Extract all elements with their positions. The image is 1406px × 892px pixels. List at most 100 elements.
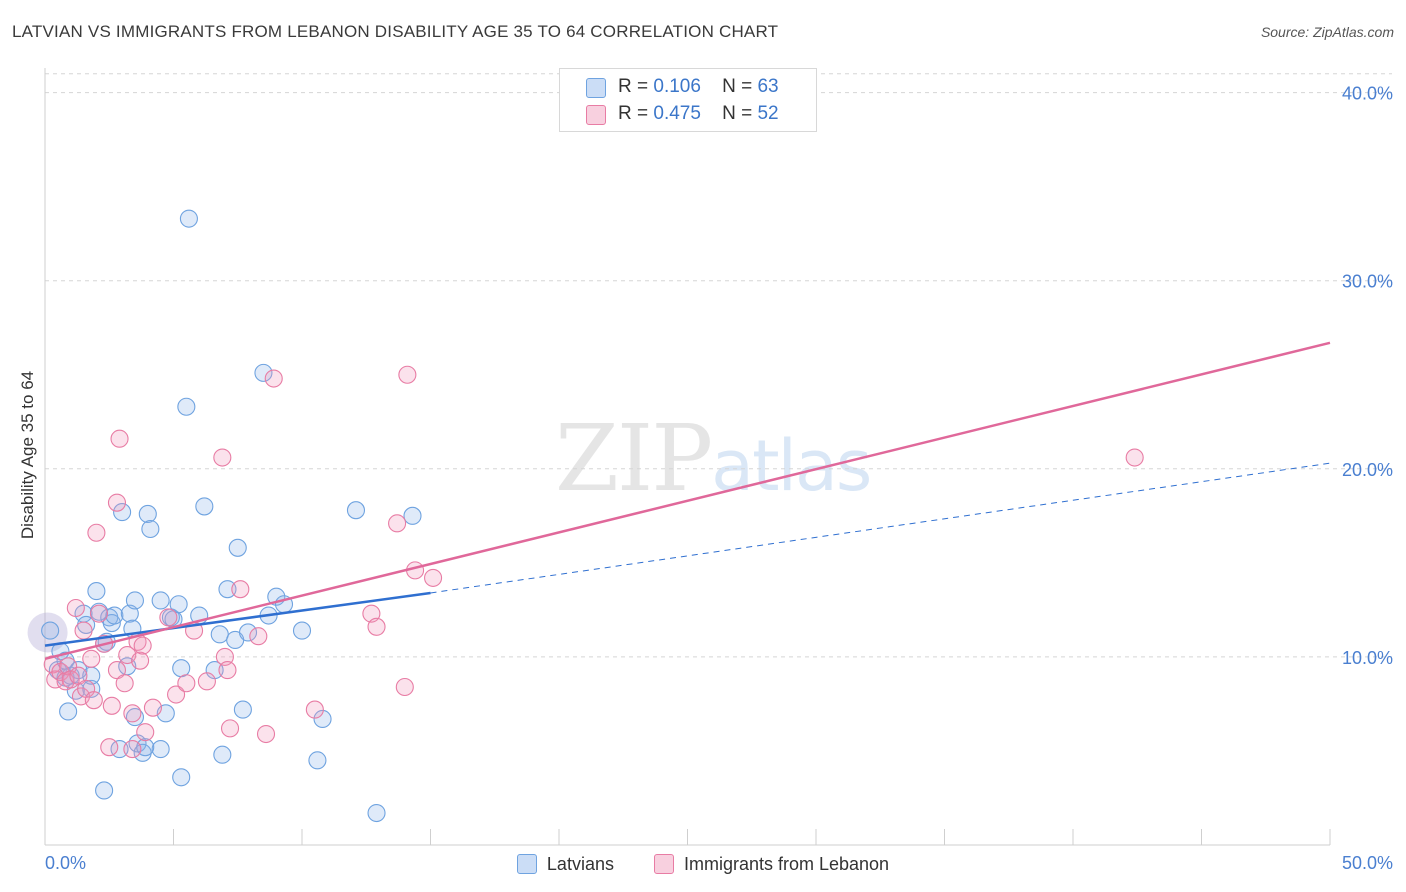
- lebanon-point: [87, 523, 106, 542]
- latvians-point: [195, 497, 214, 516]
- chart-title: LATVIAN VS IMMIGRANTS FROM LEBANON DISAB…: [12, 22, 779, 41]
- lebanon-point: [89, 604, 109, 623]
- legend-item-latvians[interactable]: Latvians: [516, 852, 614, 876]
- lebanon-point: [84, 691, 103, 710]
- lebanon-point: [395, 677, 414, 697]
- lebanon-point: [220, 719, 240, 738]
- latvians-point: [172, 659, 191, 678]
- lebanon-point: [177, 674, 196, 693]
- x-tick-label: 0.0%: [45, 853, 86, 873]
- lebanon-point: [398, 365, 417, 384]
- n-label: N =: [722, 103, 753, 124]
- y-tick-label: 30.0%: [1342, 272, 1393, 292]
- n-value-latvians: 63: [757, 76, 779, 97]
- n-label: N =: [722, 76, 753, 97]
- latvians-point: [113, 503, 132, 522]
- latvians-point: [69, 661, 88, 680]
- tick-labels: 10.0% 20.0% 30.0% 40.0% 0.0% 50.0%: [45, 84, 1393, 873]
- latvians-point: [367, 803, 386, 823]
- lebanon-point: [143, 698, 162, 717]
- lebanon-point: [123, 704, 142, 723]
- axes: [44, 68, 1331, 846]
- lebanon-point: [367, 617, 386, 636]
- lebanon-trend-line: [44, 341, 1331, 660]
- lebanon-point: [66, 598, 85, 618]
- lebanon-point: [388, 514, 407, 533]
- source-label: Source: ZipAtlas.com: [1260, 24, 1394, 40]
- latvians-point: [172, 768, 191, 787]
- r-value-lebanon: 0.475: [653, 103, 701, 124]
- y-tick-label: 20.0%: [1342, 460, 1393, 480]
- legend-item-lebanon[interactable]: Immigrants from Lebanon: [653, 852, 890, 876]
- lebanon-point: [82, 649, 101, 668]
- lebanon-point: [231, 580, 250, 599]
- lebanon-point: [305, 700, 324, 719]
- r-label: R =: [618, 103, 649, 124]
- latvians-point: [82, 679, 101, 698]
- y-tick-label: 10.0%: [1342, 648, 1393, 668]
- lebanon-point: [136, 723, 155, 742]
- latvians-point: [151, 740, 170, 759]
- lebanon-point: [110, 429, 129, 448]
- lebanon-point: [256, 724, 276, 744]
- latvians-point: [254, 363, 273, 382]
- stats-legend: R = 0.106 N = 63 R = 0.475 N = 52: [559, 68, 817, 132]
- lebanon-point: [218, 661, 237, 680]
- lebanon-point: [107, 493, 127, 512]
- latvians-point: [125, 591, 144, 610]
- latvians-point: [228, 538, 247, 557]
- cluster-point: [27, 612, 68, 653]
- watermark-atlas: atlas: [711, 425, 872, 507]
- lebanon-point: [59, 657, 78, 676]
- data-points: [27, 209, 1144, 823]
- latvians-point: [233, 700, 252, 719]
- x-tick-label: 50.0%: [1342, 853, 1393, 873]
- legend-row-latvians: R = 0.106 N = 63: [586, 75, 779, 99]
- latvians-point: [177, 397, 196, 416]
- latvians-point: [169, 595, 188, 614]
- latvians-point: [95, 781, 114, 800]
- n-value-lebanon: 52: [757, 103, 779, 124]
- latvians-point: [346, 501, 366, 520]
- latvians-point: [308, 751, 327, 770]
- legend-row-lebanon: R = 0.475 N = 52: [586, 102, 779, 126]
- latvians-point: [87, 582, 106, 601]
- lebanon-point: [424, 568, 443, 587]
- lebanon-legend-swatch: [653, 854, 674, 874]
- latvians-point: [179, 209, 198, 228]
- legend-label-lebanon: Immigrants from Lebanon: [683, 853, 890, 874]
- lebanon-point: [131, 651, 150, 670]
- latvians-point: [102, 613, 121, 633]
- lebanon-point: [123, 740, 142, 759]
- lebanon-point: [102, 696, 121, 715]
- latvians-trend-line: [44, 591, 431, 647]
- latvians-point: [403, 506, 422, 525]
- series-legend: Latvians Immigrants from Lebanon: [0, 852, 1406, 876]
- lebanon-point: [1125, 448, 1144, 467]
- latvians-point: [151, 591, 170, 610]
- latvians-point: [105, 606, 124, 625]
- latvians-point: [218, 580, 237, 599]
- lebanon-point: [115, 674, 134, 693]
- lebanon-point: [213, 448, 232, 467]
- legend-label-latvians: Latvians: [546, 853, 614, 874]
- latvians-point: [210, 625, 229, 644]
- latvians-point: [59, 702, 78, 721]
- lebanon-point: [167, 685, 186, 704]
- lebanon-point: [74, 621, 93, 640]
- r-value-latvians: 0.106: [653, 76, 701, 97]
- latvians-point: [292, 621, 312, 640]
- lebanon-point: [197, 672, 216, 691]
- latvians-point: [238, 623, 258, 642]
- r-label: R =: [618, 76, 649, 97]
- gridlines: [45, 73, 1392, 658]
- latvians-point: [138, 504, 157, 524]
- latvians-trend-extension: [430, 462, 1331, 594]
- latvians-point: [313, 709, 332, 729]
- lebanon-point: [249, 627, 268, 646]
- trend-lines: [44, 341, 1331, 660]
- watermark: ZIPatlas: [555, 405, 872, 512]
- latvians-point: [41, 621, 60, 640]
- latvians-legend-swatch: [516, 854, 537, 874]
